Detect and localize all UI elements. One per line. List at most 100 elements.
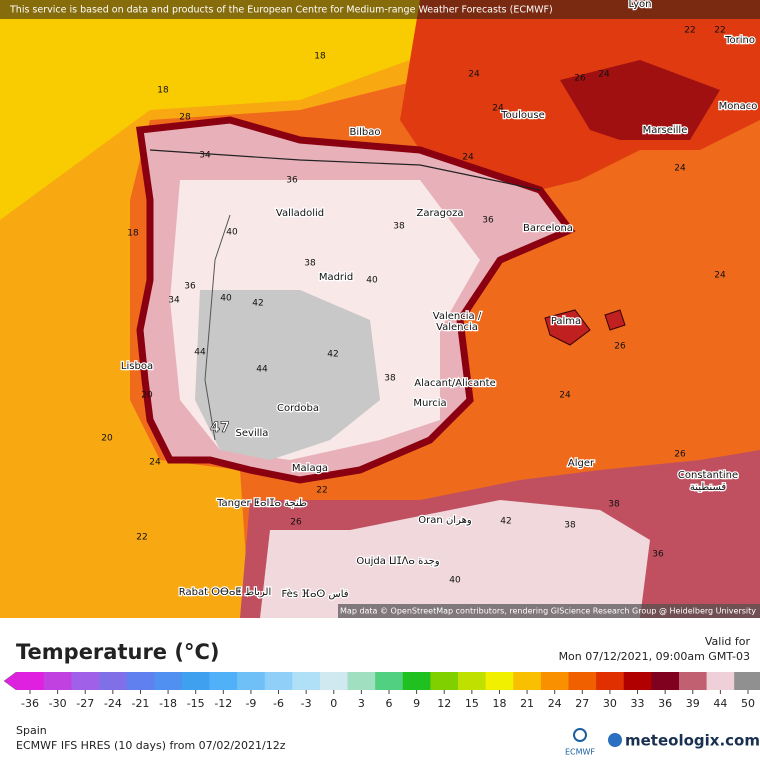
iberia-hot-core <box>195 290 380 460</box>
contour-label: 38 <box>608 500 620 510</box>
contour-label: 24 <box>674 164 686 174</box>
tick-label: 0 <box>330 697 337 710</box>
contour-label: 22 <box>684 26 695 36</box>
contour-label: 40 <box>449 576 461 586</box>
color-swatch <box>568 672 597 690</box>
color-swatch <box>402 672 431 690</box>
city-label: Madrid <box>319 272 353 283</box>
city-label: Sevilla <box>236 428 269 439</box>
city-label: Murcia <box>413 398 446 409</box>
contour-label: 26 <box>614 342 626 352</box>
color-swatch <box>181 672 210 690</box>
color-swatch <box>209 672 238 690</box>
tick-label: -15 <box>187 697 205 710</box>
contour-label: 42 <box>252 299 263 309</box>
notice: This service is based on data and produc… <box>9 5 553 16</box>
tick-label: -27 <box>76 697 94 710</box>
contour-label: 34 <box>168 296 180 306</box>
city-label: Rabat ⵔⴱⴰⵟ الرباط <box>179 587 271 598</box>
contour-label: 18 <box>314 52 326 62</box>
color-swatch <box>16 672 45 690</box>
contour-label: 40 <box>220 294 232 304</box>
contour-label: 24 <box>714 271 726 281</box>
attribution-bar <box>338 604 760 618</box>
map: This service is based on data and produc… <box>0 0 760 618</box>
border-portugal <box>204 214 231 441</box>
tick-label: -36 <box>21 697 39 710</box>
contour-label: 40 <box>226 228 238 238</box>
brand: meteologix.com <box>625 732 760 750</box>
color-swatch <box>237 672 266 690</box>
city-label: Bilbao <box>349 127 380 138</box>
contour-label: 22 <box>316 486 327 496</box>
contour-label: 20 <box>101 434 113 444</box>
tick-label: 15 <box>465 697 479 710</box>
atlantic-north <box>0 0 420 220</box>
model-run: ECMWF IFS HRES (10 days) from 07/02/2021… <box>16 739 286 752</box>
color-swatch <box>126 672 155 690</box>
contour-label: 38 <box>393 222 405 232</box>
color-swatch <box>596 672 625 690</box>
city-label: Constantine <box>678 470 738 481</box>
contour-label: 24 <box>598 70 610 80</box>
border-pyrenees <box>149 149 541 191</box>
tick-label: 6 <box>386 697 393 710</box>
tick-label: 18 <box>492 697 506 710</box>
color-swatch <box>154 672 183 690</box>
city-label: Oujda ⵡⵊⴷⴰ وجدة <box>356 556 439 567</box>
color-swatch <box>347 672 376 690</box>
contour-label: 44 <box>194 348 206 358</box>
north-africa-interior <box>260 500 650 618</box>
color-swatch <box>651 672 680 690</box>
tick-label: 24 <box>548 697 562 710</box>
header-bar <box>0 0 760 19</box>
tick-label: 9 <box>413 697 420 710</box>
contour-label: 20 <box>141 391 153 401</box>
contour-label: 38 <box>384 374 396 384</box>
tick-label: 21 <box>520 697 534 710</box>
city-label: Marseille <box>643 125 688 136</box>
alps <box>560 60 720 140</box>
tick-label: -21 <box>131 697 149 710</box>
tick-label: -3 <box>301 697 312 710</box>
contour-label: 36 <box>286 176 298 186</box>
region: Spain <box>16 724 47 737</box>
tick-label: -6 <box>273 697 284 710</box>
city-label: Barcelona <box>523 223 573 234</box>
contour-label: 44 <box>256 365 268 375</box>
ecmwf-icon <box>573 728 587 742</box>
color-swatch <box>513 672 542 690</box>
tick-label: -9 <box>245 697 256 710</box>
color-swatch <box>706 672 735 690</box>
color-swatch <box>319 672 349 690</box>
tick-label: 27 <box>575 697 589 710</box>
contour-label: 26 <box>290 518 302 528</box>
valid-time: Mon 07/12/2021, 09:00am GMT-03 <box>559 650 750 663</box>
tick-label: 30 <box>603 697 617 710</box>
contour-label: 24 <box>462 153 474 163</box>
tick-label: 12 <box>437 697 451 710</box>
tick-label: 50 <box>741 697 755 710</box>
contour-label: 36 <box>184 282 196 292</box>
tick-label: 36 <box>658 697 672 710</box>
contour-label: 38 <box>304 259 316 269</box>
tick-label: -12 <box>214 697 232 710</box>
contour-label: 18 <box>127 229 139 239</box>
contour-label: 38 <box>564 521 576 531</box>
city-label: Zaragoza <box>416 208 463 219</box>
tick-label: 3 <box>358 697 365 710</box>
contour-label: 24 <box>559 391 571 401</box>
city-label: Tanger ⵟⴰⵏⵊⴰ طنجة <box>216 498 307 509</box>
city-label: Alacant/Alicante <box>414 378 495 389</box>
contour-label: 24 <box>492 104 504 114</box>
color-swatch <box>43 672 72 690</box>
color-swatch <box>485 672 514 690</box>
tick-label: 33 <box>631 697 645 710</box>
contour-label: 28 <box>179 113 191 123</box>
legend-title: Temperature (°C) <box>16 640 219 664</box>
city-label: Cordoba <box>277 403 319 414</box>
city-label: Toulouse <box>500 110 544 121</box>
city-label: Valencia / <box>433 311 482 322</box>
brand-icon <box>608 733 622 747</box>
